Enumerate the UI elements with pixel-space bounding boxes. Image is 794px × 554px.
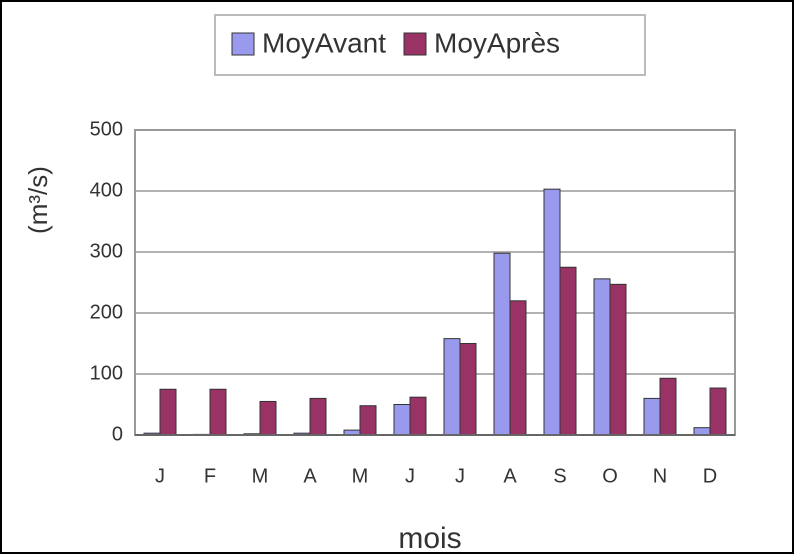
y-tick-label: 200 (90, 301, 123, 323)
bar (643, 397, 661, 436)
x-tick-label: M (252, 465, 269, 487)
y-tick-label: 100 (90, 362, 123, 384)
y-tick-label: 500 (90, 118, 123, 140)
bar (159, 388, 177, 436)
bar (509, 300, 527, 436)
x-tick-label: J (405, 465, 415, 487)
bar (559, 266, 577, 436)
x-tick-label: A (303, 465, 317, 487)
x-tick-label: O (602, 465, 618, 487)
bar (709, 387, 727, 436)
x-tick-label: M (352, 465, 369, 487)
legend-label: MoyAvant (262, 27, 386, 58)
x-tick-label: F (204, 465, 216, 487)
bar (443, 338, 461, 436)
y-tick-label: 400 (90, 179, 123, 201)
bar (593, 278, 611, 436)
bar (393, 404, 411, 436)
bar (259, 400, 277, 436)
x-tick-label: A (503, 465, 517, 487)
y-tick-label: 300 (90, 240, 123, 262)
bar (609, 283, 627, 436)
x-tick-label: S (553, 465, 566, 487)
bar (493, 252, 511, 436)
legend-swatch (231, 32, 255, 56)
x-tick-label: J (455, 465, 465, 487)
bar (459, 343, 477, 436)
bar (659, 377, 677, 436)
bar (693, 427, 711, 436)
legend-box (214, 14, 646, 76)
legend-swatch (403, 32, 427, 56)
bar (359, 405, 377, 436)
x-tick-label: J (155, 465, 165, 487)
bar (409, 396, 427, 436)
x-axis-title: mois (398, 522, 461, 554)
bar (309, 397, 327, 436)
y-tick-label: 0 (112, 423, 123, 445)
bar (543, 188, 561, 436)
legend-label: MoyAprès (434, 27, 560, 58)
x-tick-label: D (703, 465, 717, 487)
bar (209, 388, 227, 436)
x-tick-label: N (653, 465, 667, 487)
y-axis-title: (m³/s) (23, 166, 53, 234)
